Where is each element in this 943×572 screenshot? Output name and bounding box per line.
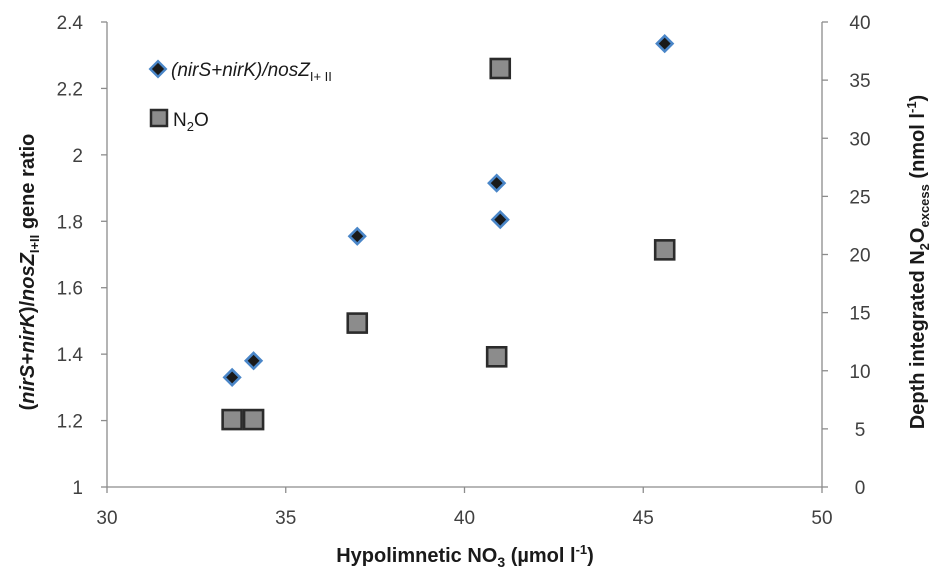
left-y-tick-label: 2 (72, 146, 83, 167)
left-y-axis-title: (nirS+nirK)/nosZI+II gene ratio (17, 134, 42, 411)
legend-label-ratio: (nirS+nirK)/nosZI+ II (171, 60, 332, 84)
right-y-tick-label: 0 (855, 478, 866, 499)
ratio-point-3 (487, 173, 507, 193)
ratio-point-1 (243, 351, 264, 371)
legend-item-n2o: N2O (149, 108, 209, 134)
right-y-tick-label: 30 (849, 129, 870, 150)
n2o-point-2 (346, 312, 369, 334)
right-y-tick-label: 40 (849, 13, 870, 34)
left-y-tick-label: 1.2 (57, 412, 83, 433)
right-y-tick-label: 20 (849, 246, 870, 267)
x-tick-label: 30 (96, 508, 117, 529)
legend: (nirS+nirK)/nosZI+ II N2O (148, 59, 332, 134)
x-tick-label: 50 (811, 508, 832, 529)
legend-diamond-marker (148, 59, 168, 79)
ratio-point-2 (347, 226, 367, 246)
x-axis-ticks: 30 35 40 45 50 (96, 487, 833, 529)
left-y-tick-label: 1.4 (57, 345, 84, 366)
right-y-tick-label: 5 (855, 420, 866, 441)
legend-item-ratio: (nirS+nirK)/nosZI+ II (148, 59, 332, 84)
n2o-point-3 (485, 345, 508, 368)
right-y-tick-label: 10 (849, 362, 870, 383)
n2o-point-5 (653, 239, 676, 261)
legend-square-marker (149, 108, 169, 128)
x-tick-label: 45 (633, 508, 654, 529)
right-y-axis-ticks: 0 5 10 15 20 25 30 35 40 (822, 13, 871, 499)
right-y-tick-label: 15 (849, 304, 870, 325)
left-y-tick-label: 2.4 (57, 13, 84, 34)
left-y-axis-ticks: 1 1.2 1.4 1.6 1.8 2 2.2 2.4 (57, 13, 107, 499)
ratio-point-4 (490, 210, 510, 230)
right-y-tick-label: 35 (849, 71, 870, 92)
left-y-tick-label: 2.2 (57, 79, 83, 100)
ratio-point-5 (655, 33, 675, 54)
x-tick-label: 40 (454, 508, 475, 529)
n2o-point-0 (221, 408, 243, 431)
left-y-tick-label: 1.8 (57, 212, 83, 233)
right-y-axis-title: Depth integrated N2Oexcess (nmol l-1) (904, 95, 932, 429)
ratio-point-0 (222, 367, 242, 388)
n2o-point-4 (489, 57, 512, 80)
legend-label-n2o: N2O (173, 110, 209, 134)
data-points (221, 33, 676, 431)
x-axis-title: Hypolimnetic NO3 (µmol l-1) (336, 542, 594, 570)
n2o-point-1 (242, 408, 265, 431)
right-y-tick-label: 25 (849, 187, 870, 208)
left-y-tick-label: 1.6 (57, 279, 83, 300)
left-y-tick-label: 1 (72, 478, 83, 499)
x-tick-label: 35 (275, 508, 296, 529)
